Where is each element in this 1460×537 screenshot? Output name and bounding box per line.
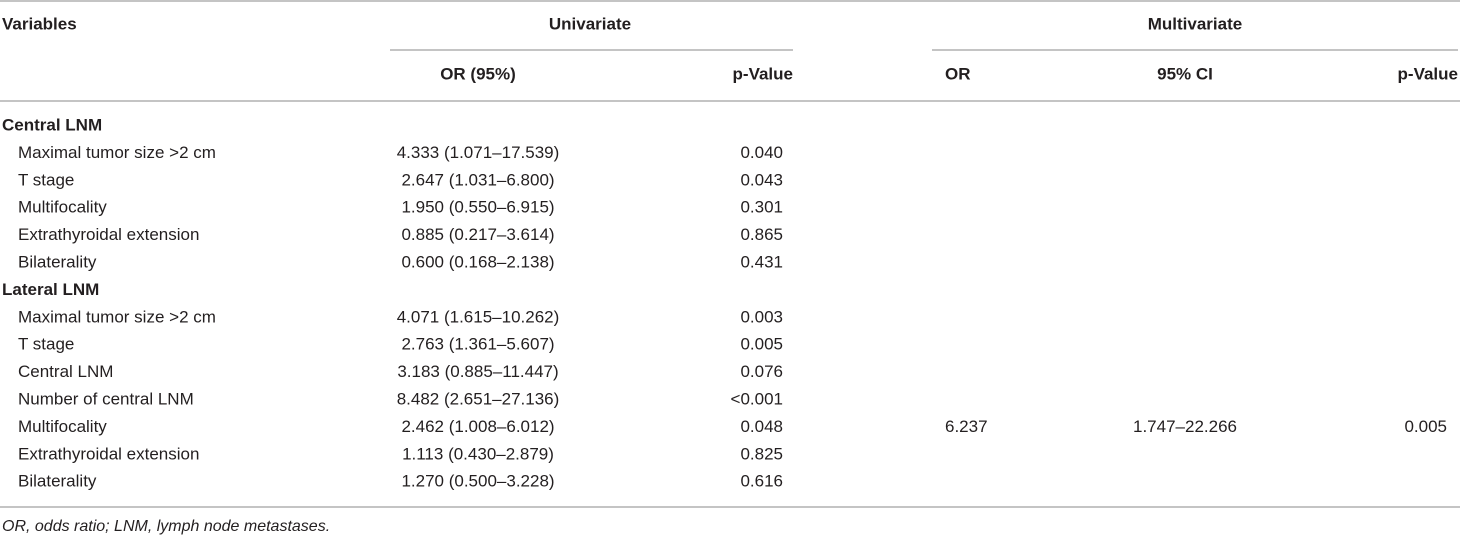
- cell: 0.301: [740, 198, 783, 217]
- cell: 0.885 (0.217–3.614): [401, 225, 554, 244]
- cell: 0.005: [1404, 417, 1447, 436]
- header-univariate: Univariate: [549, 14, 631, 33]
- cell: 0.040: [740, 143, 783, 162]
- cell: 3.183 (0.885–11.447): [397, 362, 558, 381]
- cell: 4.333 (1.071–17.539): [397, 143, 560, 162]
- cell: Bilaterality: [18, 252, 97, 271]
- cell: 0.865: [740, 225, 783, 244]
- cell: 1.270 (0.500–3.228): [401, 472, 554, 491]
- cell: Number of central LNM: [18, 389, 194, 408]
- cell: Maximal tumor size >2 cm: [18, 143, 216, 162]
- header-multivariate: Multivariate: [1148, 14, 1242, 33]
- cell: 2.647 (1.031–6.800): [401, 170, 554, 189]
- column-header: p-Value: [733, 64, 793, 83]
- cell: 1.113 (0.430–2.879): [402, 444, 554, 463]
- cell: Bilaterality: [18, 472, 97, 491]
- group-title: Lateral LNM: [2, 280, 99, 299]
- cell: 0.048: [740, 417, 783, 436]
- column-header: p-Value: [1398, 64, 1458, 83]
- cell: 0.616: [740, 472, 783, 491]
- cell: 0.005: [740, 335, 783, 354]
- cell: 0.600 (0.168–2.138): [401, 252, 554, 271]
- group-title: Central LNM: [2, 115, 102, 134]
- cell: Extrathyroidal extension: [18, 225, 199, 244]
- cell: T stage: [18, 170, 74, 189]
- cell: 6.237: [945, 417, 988, 436]
- footnote: OR, odds ratio; LNM, lymph node metastas…: [2, 518, 330, 535]
- cell: Multifocality: [18, 198, 107, 217]
- column-header: OR (95%): [440, 64, 516, 83]
- cell: 2.763 (1.361–5.607): [401, 335, 554, 354]
- cell: Maximal tumor size >2 cm: [18, 307, 216, 326]
- cell: 1.950 (0.550–6.915): [401, 198, 554, 217]
- cell: T stage: [18, 335, 74, 354]
- cell: Central LNM: [18, 362, 113, 381]
- cell: 4.071 (1.615–10.262): [397, 307, 560, 326]
- header-variables: Variables: [2, 14, 77, 33]
- cell: Extrathyroidal extension: [18, 444, 199, 463]
- column-header: OR: [945, 64, 971, 83]
- cell: 0.076: [740, 362, 783, 381]
- cell: 8.482 (2.651–27.136): [397, 389, 560, 408]
- cell: 2.462 (1.008–6.012): [401, 417, 554, 436]
- cell: 0.043: [740, 170, 783, 189]
- column-header: 95% CI: [1157, 64, 1213, 83]
- cell: 0.003: [740, 307, 783, 326]
- cell: <0.001: [731, 389, 783, 408]
- cell: Multifocality: [18, 417, 107, 436]
- cell: 0.825: [740, 444, 783, 463]
- cell: 0.431: [740, 252, 783, 271]
- cell: 1.747–22.266: [1133, 417, 1237, 436]
